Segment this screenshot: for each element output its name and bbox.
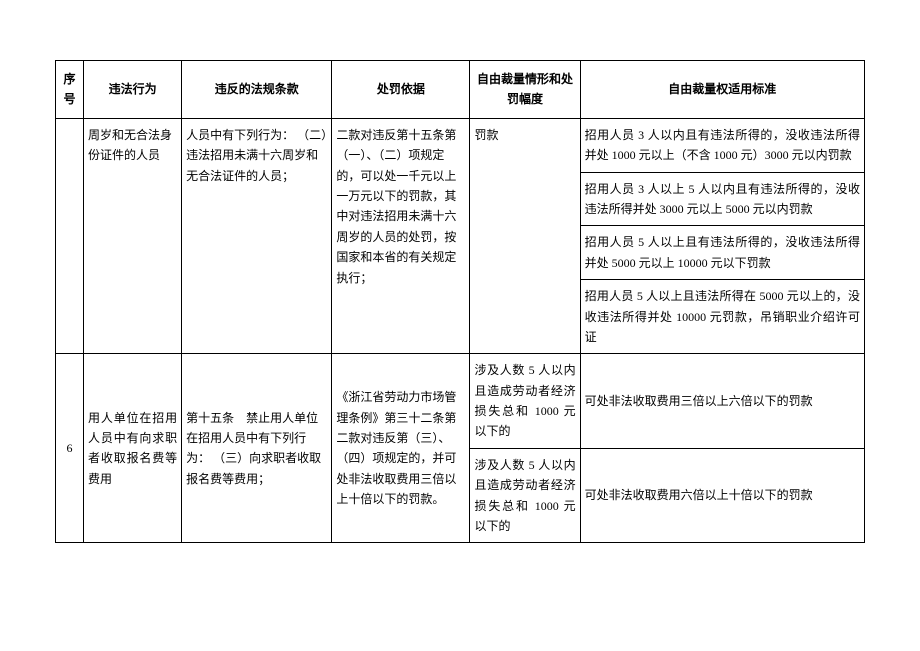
- cell-violation: 周岁和无合法身份证件的人员: [84, 118, 182, 354]
- cell-standard: 可处非法收取费用三倍以上六倍以下的罚款: [580, 354, 864, 449]
- cell-seq: 6: [56, 354, 84, 543]
- penalty-table: 序号 违法行为 违反的法规条款 处罚依据 自由裁量情形和处罚幅度 自由裁量权适用…: [55, 60, 865, 543]
- cell-standard: 招用人员 3 人以上 5 人以内且有违法所得的，没收违法所得并处 3000 元以…: [580, 172, 864, 226]
- table-row: 6 用人单位在招用人员中有向求职者收取报名费等费用 第十五条 禁止用人单位在招用…: [56, 354, 865, 449]
- cell-standard: 可处非法收取费用六倍以上十倍以下的罚款: [580, 448, 864, 543]
- cell-regulation: 第十五条 禁止用人单位在招用人员中有下列行为： （三）向求职者收取报名费等费用；: [182, 354, 332, 543]
- cell-scope: 罚款: [470, 118, 580, 354]
- cell-regulation: 人员中有下列行为： （二）违法招用未满十六周岁和无合法证件的人员；: [182, 118, 332, 354]
- cell-violation: 用人单位在招用人员中有向求职者收取报名费等费用: [84, 354, 182, 543]
- header-seq: 序号: [56, 61, 84, 119]
- header-standard: 自由裁量权适用标准: [580, 61, 864, 119]
- cell-basis: 二款对违反第十五条第（一）、（二）项规定的，可以处一千元以上一万元以下的罚款，其…: [332, 118, 470, 354]
- cell-seq: [56, 118, 84, 354]
- cell-scope: 涉及人数 5 人以内且造成劳动者经济损失总和 1000 元以下的: [470, 354, 580, 449]
- table-row: 周岁和无合法身份证件的人员 人员中有下列行为： （二）违法招用未满十六周岁和无合…: [56, 118, 865, 172]
- header-violation: 违法行为: [84, 61, 182, 119]
- cell-standard: 招用人员 5 人以上且有违法所得的，没收违法所得并处 5000 元以上 1000…: [580, 226, 864, 280]
- table-header-row: 序号 违法行为 违反的法规条款 处罚依据 自由裁量情形和处罚幅度 自由裁量权适用…: [56, 61, 865, 119]
- header-scope: 自由裁量情形和处罚幅度: [470, 61, 580, 119]
- cell-standard: 招用人员 5 人以上且违法所得在 5000 元以上的，没收违法所得并处 1000…: [580, 280, 864, 354]
- header-basis: 处罚依据: [332, 61, 470, 119]
- cell-scope: 涉及人数 5 人以内且造成劳动者经济损失总和 1000 元以下的: [470, 448, 580, 543]
- header-regulation: 违反的法规条款: [182, 61, 332, 119]
- cell-basis: 《浙江省劳动力市场管理条例》第三十二条第二款对违反第（三）、（四）项规定的，并可…: [332, 354, 470, 543]
- cell-standard: 招用人员 3 人以内且有违法所得的，没收违法所得并处 1000 元以上（不含 1…: [580, 118, 864, 172]
